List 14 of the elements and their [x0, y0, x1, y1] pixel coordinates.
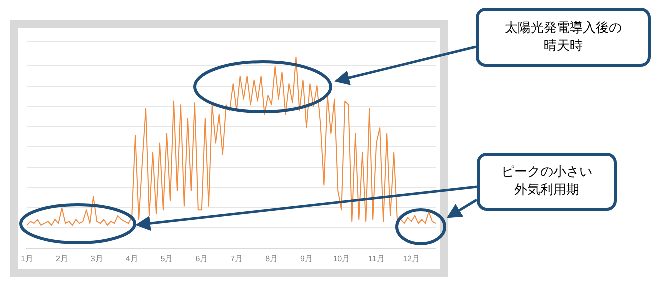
x-tick-label: 4月: [126, 254, 138, 264]
x-tick-label: 2月: [56, 254, 68, 264]
text: 太陽光発電導入後の晴天時: [504, 20, 623, 56]
x-tick-label: 12月: [403, 254, 420, 264]
x-tick-label: 5月: [160, 254, 174, 264]
x-tick-label: 6月: [196, 254, 208, 264]
x-tick-label: 1月: [21, 254, 34, 264]
x-tick-label: 11月: [368, 254, 385, 264]
x-tick-label: 3月: [90, 254, 104, 264]
x-tick-label: 7月: [230, 254, 244, 264]
x-tick-label: 10月: [333, 254, 350, 264]
text: ピークの小さい外気利用期: [500, 164, 594, 200]
x-tick-label: 9月: [300, 254, 313, 264]
x-tick-label: 8月: [266, 254, 278, 264]
